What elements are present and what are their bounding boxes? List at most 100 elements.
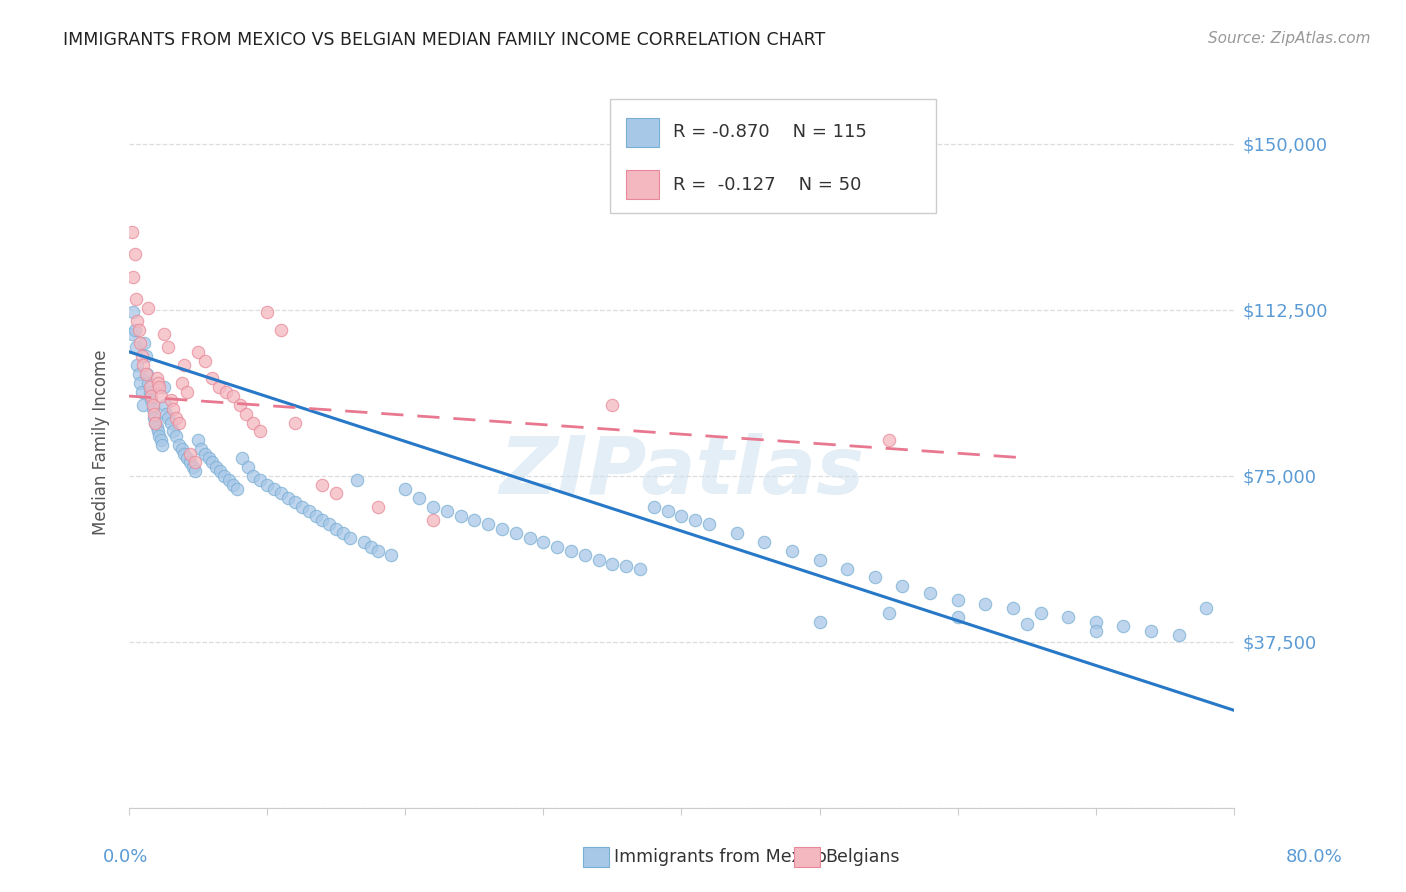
Point: [422, 513, 444, 527]
Point: [131, 384, 153, 399]
Point: [165, 429, 187, 443]
Point: [628, 561, 651, 575]
Point: [155, 407, 177, 421]
Point: [141, 393, 163, 408]
Point: [256, 305, 278, 319]
Point: [422, 500, 444, 514]
Point: [877, 434, 900, 448]
Point: [436, 504, 458, 518]
Point: [179, 455, 201, 469]
Point: [132, 358, 155, 372]
Point: [124, 323, 146, 337]
Point: [218, 473, 240, 487]
Point: [159, 393, 181, 408]
Point: [367, 500, 389, 514]
Point: [127, 358, 149, 372]
Point: [129, 376, 152, 390]
Point: [277, 491, 299, 505]
Point: [214, 468, 236, 483]
Point: [346, 473, 368, 487]
Point: [519, 531, 541, 545]
Point: [263, 482, 285, 496]
Point: [127, 314, 149, 328]
Point: [236, 459, 259, 474]
Point: [242, 416, 264, 430]
Y-axis label: Median Family Income: Median Family Income: [93, 350, 110, 535]
Text: Immigrants from Mexico: Immigrants from Mexico: [614, 848, 827, 866]
Point: [146, 425, 169, 439]
Point: [129, 335, 152, 350]
Point: [588, 553, 610, 567]
Point: [1029, 606, 1052, 620]
Point: [125, 340, 148, 354]
Point: [311, 513, 333, 527]
Point: [270, 323, 292, 337]
Point: [560, 544, 582, 558]
Point: [131, 349, 153, 363]
Point: [1015, 617, 1038, 632]
Point: [249, 473, 271, 487]
Point: [643, 500, 665, 514]
Point: [408, 491, 430, 505]
Point: [139, 380, 162, 394]
Point: [187, 434, 209, 448]
Point: [152, 380, 174, 394]
Point: [194, 447, 217, 461]
Point: [149, 434, 172, 448]
Point: [173, 358, 195, 372]
Point: [181, 459, 204, 474]
FancyBboxPatch shape: [610, 99, 935, 212]
Point: [221, 389, 243, 403]
Point: [284, 416, 307, 430]
Point: [201, 371, 224, 385]
Point: [156, 411, 179, 425]
Text: 80.0%: 80.0%: [1286, 848, 1343, 866]
Point: [808, 615, 831, 629]
Point: [205, 459, 228, 474]
Point: [242, 468, 264, 483]
Point: [170, 442, 193, 457]
Point: [450, 508, 472, 523]
Bar: [626, 118, 659, 147]
Point: [574, 549, 596, 563]
Point: [142, 411, 165, 425]
Point: [325, 522, 347, 536]
Point: [162, 425, 184, 439]
Point: [141, 389, 163, 403]
Point: [531, 535, 554, 549]
Point: [145, 371, 167, 385]
Text: 0.0%: 0.0%: [103, 848, 148, 866]
Point: [225, 482, 247, 496]
Point: [256, 477, 278, 491]
Point: [546, 540, 568, 554]
Point: [176, 450, 198, 465]
Point: [165, 411, 187, 425]
Text: Belgians: Belgians: [825, 848, 900, 866]
Point: [139, 384, 162, 399]
Point: [920, 586, 942, 600]
Point: [754, 535, 776, 549]
Point: [1195, 601, 1218, 615]
Point: [208, 380, 231, 394]
Point: [121, 225, 143, 239]
Point: [304, 508, 326, 523]
Point: [132, 398, 155, 412]
Point: [215, 384, 238, 399]
Point: [491, 522, 513, 536]
Point: [808, 553, 831, 567]
Point: [380, 549, 402, 563]
Text: IMMIGRANTS FROM MEXICO VS BELGIAN MEDIAN FAMILY INCOME CORRELATION CHART: IMMIGRANTS FROM MEXICO VS BELGIAN MEDIAN…: [63, 31, 825, 49]
Point: [505, 526, 527, 541]
Point: [146, 376, 169, 390]
Point: [184, 464, 207, 478]
Point: [891, 579, 914, 593]
Point: [138, 376, 160, 390]
Point: [145, 420, 167, 434]
Point: [353, 535, 375, 549]
Point: [142, 407, 165, 421]
Point: [291, 500, 314, 514]
Point: [201, 455, 224, 469]
Point: [150, 438, 173, 452]
Point: [198, 450, 221, 465]
Text: Source: ZipAtlas.com: Source: ZipAtlas.com: [1208, 31, 1371, 46]
